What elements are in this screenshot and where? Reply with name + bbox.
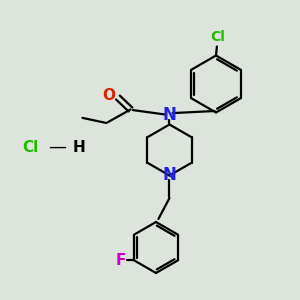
Text: N: N: [163, 167, 176, 184]
Text: N: N: [163, 106, 176, 124]
Text: Cl: Cl: [210, 30, 225, 44]
Text: —: —: [48, 138, 66, 156]
Text: H: H: [73, 140, 86, 154]
Text: F: F: [115, 253, 126, 268]
Text: O: O: [102, 88, 116, 104]
Text: Cl: Cl: [22, 140, 38, 154]
